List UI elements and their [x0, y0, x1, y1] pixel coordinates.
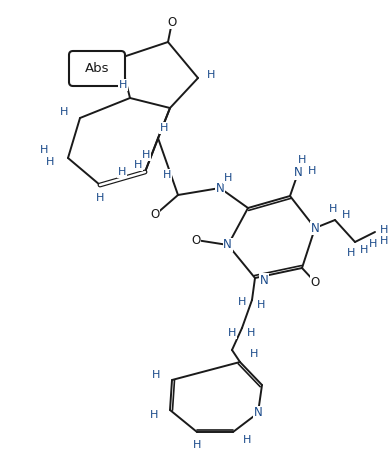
Text: O: O	[310, 276, 320, 289]
Text: H: H	[224, 173, 232, 183]
Text: H: H	[298, 155, 306, 165]
Text: H: H	[193, 440, 201, 450]
Text: H: H	[247, 328, 255, 338]
Text: H: H	[329, 204, 337, 214]
Text: H: H	[134, 160, 142, 170]
Text: H: H	[308, 166, 316, 176]
Text: H: H	[342, 210, 350, 220]
Text: H: H	[119, 80, 127, 90]
Text: H: H	[60, 107, 68, 117]
Text: N: N	[254, 406, 262, 420]
Text: O: O	[151, 209, 159, 221]
Text: H: H	[257, 300, 265, 310]
Text: H: H	[228, 328, 236, 338]
Text: H: H	[96, 193, 104, 203]
Text: N: N	[311, 221, 319, 235]
Text: H: H	[380, 236, 388, 246]
Text: H: H	[40, 145, 48, 155]
Text: H: H	[250, 349, 258, 359]
Text: N: N	[260, 274, 269, 286]
Text: N: N	[216, 181, 224, 195]
Text: H: H	[142, 150, 150, 160]
Text: O: O	[191, 234, 201, 246]
Text: H: H	[347, 248, 355, 258]
Text: N: N	[294, 167, 302, 179]
Text: H: H	[243, 435, 251, 445]
Text: H: H	[160, 123, 168, 133]
Text: H: H	[150, 410, 158, 420]
Text: H: H	[238, 297, 246, 307]
Text: H: H	[380, 225, 388, 235]
Text: N: N	[223, 238, 232, 252]
Text: H: H	[207, 70, 215, 80]
Text: H: H	[152, 370, 160, 380]
Text: H: H	[118, 167, 126, 177]
Text: Abs: Abs	[85, 62, 109, 74]
FancyBboxPatch shape	[69, 51, 125, 86]
Text: O: O	[167, 16, 177, 29]
Text: H: H	[360, 245, 368, 255]
Text: H: H	[369, 239, 377, 249]
Text: H: H	[163, 170, 171, 180]
Text: H: H	[46, 157, 54, 167]
